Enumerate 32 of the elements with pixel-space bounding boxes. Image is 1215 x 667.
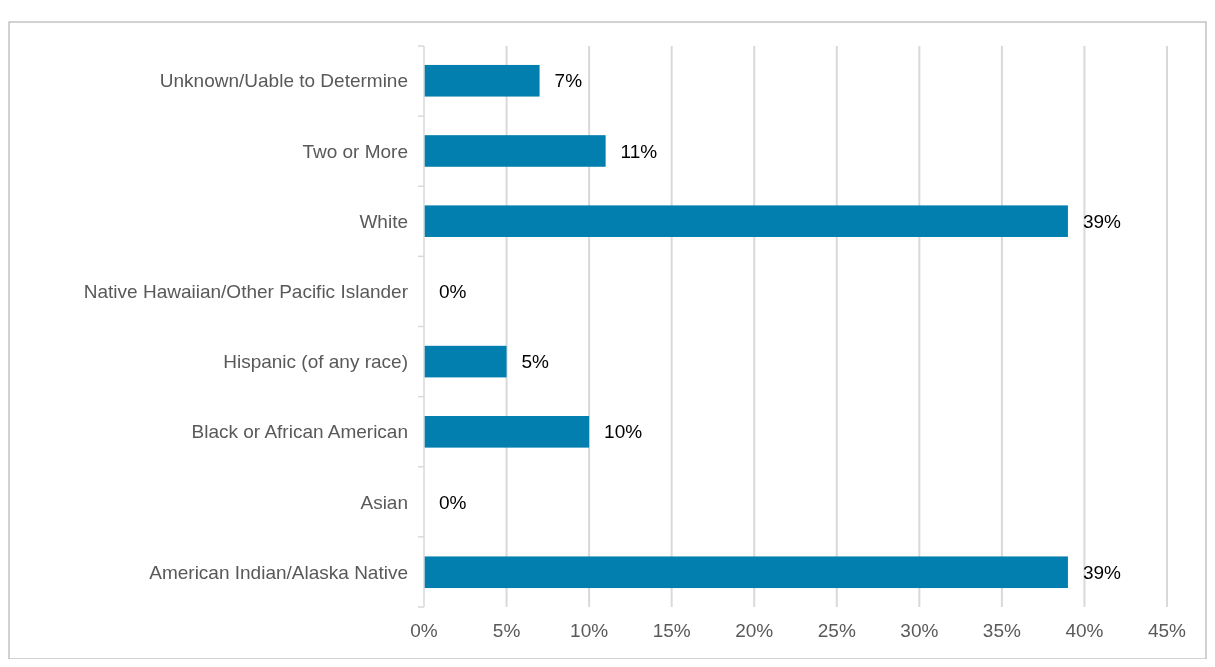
data-label: 7% — [554, 70, 583, 92]
x-tick-label: 0% — [410, 620, 438, 641]
bar — [424, 345, 507, 378]
x-tick-label: 35% — [982, 620, 1022, 641]
y-tick-label: Hispanic (of any race) — [223, 351, 408, 373]
x-tick-label: 15% — [652, 620, 691, 641]
bar — [424, 64, 540, 97]
y-tick-label: Black or African American — [191, 421, 408, 443]
data-label: 39% — [1082, 561, 1122, 583]
data-label: 0% — [439, 281, 467, 303]
data-label: 0% — [439, 491, 467, 513]
bar — [424, 416, 590, 448]
x-tick-label: 30% — [900, 620, 939, 641]
data-label: 5% — [521, 351, 550, 373]
data-label: 10% — [604, 421, 643, 443]
data-label: 39% — [1082, 210, 1122, 232]
bar — [424, 556, 1068, 589]
x-tick-label: 20% — [735, 620, 774, 641]
y-tick-label: White — [359, 210, 408, 232]
y-tick-label: Asian — [360, 491, 408, 513]
y-tick-label: Two or More — [302, 140, 408, 162]
x-tick-label: 10% — [570, 620, 609, 641]
x-tick-label: 5% — [492, 620, 521, 641]
y-tick-label: Native Hawaiian/Other Pacific Islander — [83, 281, 409, 303]
data-label: 11% — [620, 140, 658, 162]
y-tick-label: American Indian/Alaska Native — [149, 561, 408, 583]
bar — [424, 205, 1068, 237]
bar — [424, 135, 606, 167]
y-tick-label: Unknown/Uable to Determine — [159, 70, 408, 92]
x-tick-label: 45% — [1147, 620, 1187, 641]
x-tick-label: 40% — [1065, 620, 1104, 641]
x-tick-label: 25% — [817, 620, 856, 641]
